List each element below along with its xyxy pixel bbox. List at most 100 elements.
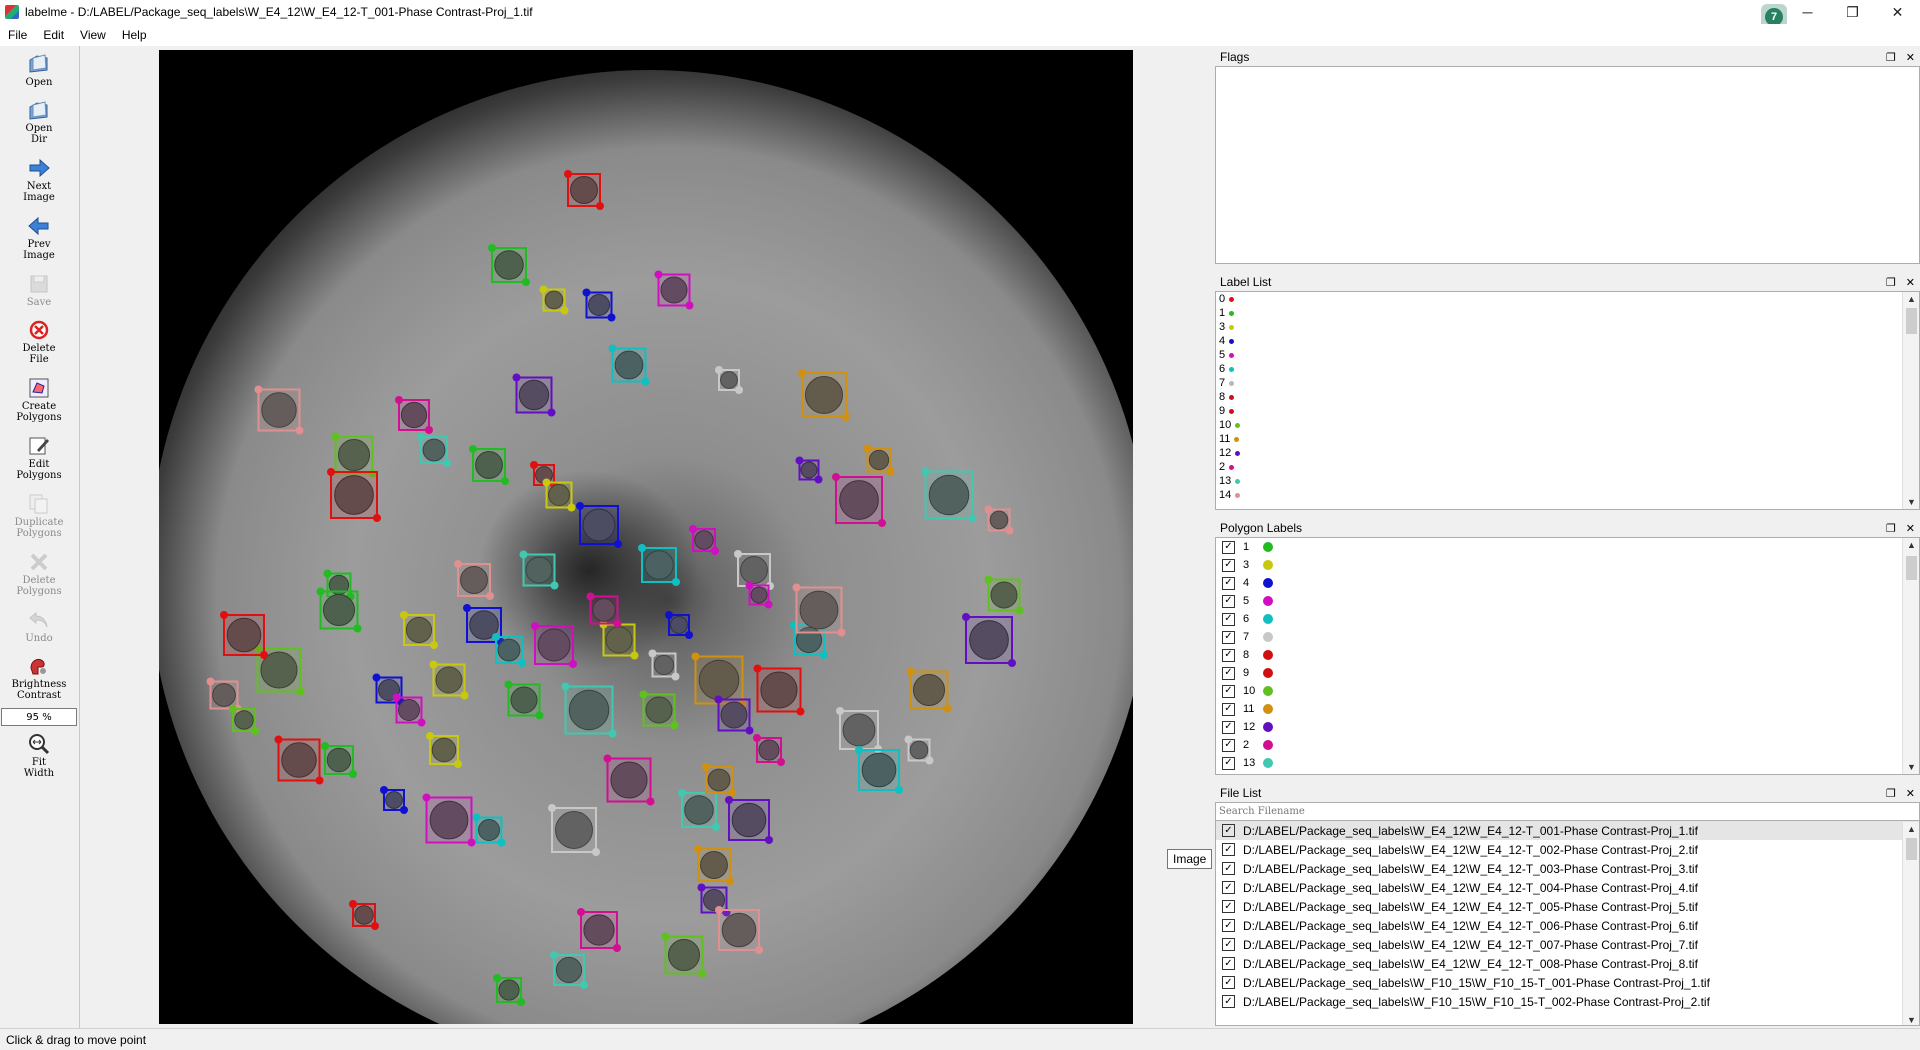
- annotation-polygon[interactable]: [425, 796, 473, 844]
- polygon-vertex[interactable]: [586, 592, 595, 601]
- polygon-vertex[interactable]: [592, 848, 600, 856]
- polygon-vertex[interactable]: [426, 732, 434, 740]
- annotation-polygon[interactable]: [611, 347, 647, 383]
- tool-open-dir[interactable]: Open Dir: [0, 92, 78, 150]
- zoom-input[interactable]: 95 %: [1, 708, 77, 726]
- annotation-polygon[interactable]: [697, 848, 731, 882]
- checkbox[interactable]: ✓: [1222, 995, 1235, 1008]
- checkbox[interactable]: ✓: [1222, 738, 1235, 752]
- annotation-polygon[interactable]: [694, 655, 744, 705]
- label-list-item[interactable]: 6: [1216, 362, 1919, 376]
- polygon-vertex[interactable]: [678, 789, 686, 797]
- polygon-vertex[interactable]: [697, 883, 706, 892]
- label-list-item[interactable]: 5: [1216, 348, 1919, 362]
- scroll-thumb[interactable]: [1906, 838, 1917, 860]
- checkbox[interactable]: ✓: [1222, 720, 1235, 734]
- polygon-vertex[interactable]: [497, 838, 506, 847]
- polygon-vertex[interactable]: [712, 823, 720, 831]
- polygon-vertex[interactable]: [349, 900, 357, 908]
- checkbox[interactable]: ✓: [1222, 938, 1235, 951]
- polygon-vertex[interactable]: [613, 619, 622, 628]
- polygon-vertex[interactable]: [373, 514, 381, 522]
- annotation-polygon[interactable]: [924, 470, 974, 520]
- polygon-vertex[interactable]: [714, 695, 723, 704]
- label-list-item[interactable]: 14: [1216, 488, 1919, 502]
- tool-edit-polygons[interactable]: Edit Polygons: [0, 428, 78, 486]
- polygon-vertex[interactable]: [685, 631, 693, 639]
- polygon-vertex[interactable]: [295, 426, 304, 435]
- polygon-vertex[interactable]: [734, 550, 742, 558]
- polygon-vertex[interactable]: [925, 756, 934, 765]
- polygon-label-item[interactable]: ✓ 3: [1216, 556, 1919, 574]
- close-icon[interactable]: ✕: [1905, 522, 1915, 535]
- tool-fit-width[interactable]: Fit Width: [0, 728, 78, 786]
- annotation-polygon[interactable]: [717, 698, 751, 732]
- polygon-list-scrollbar[interactable]: ▲ ▼: [1902, 538, 1919, 774]
- polygon-vertex[interactable]: [765, 836, 773, 844]
- polygon-vertex[interactable]: [777, 758, 785, 766]
- polygon-vertex[interactable]: [531, 622, 539, 630]
- polygon-vertex[interactable]: [671, 672, 680, 681]
- polygon-vertex[interactable]: [229, 705, 237, 713]
- annotation-polygon[interactable]: [692, 528, 716, 552]
- annotation-polygon[interactable]: [866, 447, 892, 473]
- polygon-vertex[interactable]: [371, 922, 379, 930]
- annotation-polygon[interactable]: [330, 471, 378, 519]
- annotation-polygon[interactable]: [602, 623, 636, 657]
- polygon-vertex[interactable]: [842, 413, 850, 421]
- polygon-vertex[interactable]: [814, 475, 823, 484]
- polygon-vertex[interactable]: [400, 611, 408, 619]
- annotation-polygon[interactable]: [728, 799, 770, 841]
- file-list-item[interactable]: ✓ D:/LABEL/Package_seq_labels\W_F10_15\W_…: [1216, 992, 1919, 1011]
- checkbox[interactable]: ✓: [1222, 684, 1235, 698]
- polygon-vertex[interactable]: [596, 202, 604, 210]
- polygon-vertex[interactable]: [548, 804, 556, 812]
- polygon-label-item[interactable]: ✓ 8: [1216, 646, 1919, 664]
- polygon-vertex[interactable]: [392, 693, 401, 702]
- polygon-vertex[interactable]: [795, 456, 804, 465]
- annotation-polygon[interactable]: [534, 625, 574, 665]
- polygon-vertex[interactable]: [832, 473, 840, 481]
- polygon-vertex[interactable]: [492, 633, 500, 641]
- polygon-vertex[interactable]: [254, 385, 263, 394]
- close-icon[interactable]: ✕: [1905, 51, 1915, 64]
- polygon-vertex[interactable]: [689, 525, 697, 533]
- tool-next-image[interactable]: Next Image: [0, 150, 78, 208]
- label-list-item[interactable]: 4: [1216, 334, 1919, 348]
- polygon-vertex[interactable]: [542, 478, 551, 487]
- polygon-vertex[interactable]: [493, 974, 501, 982]
- annotation-polygon[interactable]: [579, 505, 619, 545]
- polygon-vertex[interactable]: [316, 587, 325, 596]
- polygon-vertex[interactable]: [904, 735, 913, 744]
- scroll-down-icon[interactable]: ▼: [1907, 1015, 1916, 1025]
- close-icon[interactable]: ✕: [1905, 276, 1915, 289]
- polygon-vertex[interactable]: [535, 711, 544, 720]
- polygon-vertex[interactable]: [745, 581, 754, 590]
- polygon-vertex[interactable]: [685, 301, 694, 310]
- annotation-polygon[interactable]: [756, 737, 782, 763]
- tool-open[interactable]: Open: [0, 46, 78, 92]
- label-list[interactable]: 0 1 3 4 5 6 7 8 9 10 11 12 2 13 14 ▲ ▼: [1215, 291, 1920, 510]
- annotation-polygon[interactable]: [798, 459, 820, 481]
- polygon-vertex[interactable]: [380, 786, 388, 794]
- annotation-polygon[interactable]: [589, 595, 619, 625]
- label-list-scrollbar[interactable]: ▲ ▼: [1902, 292, 1919, 509]
- checkbox[interactable]: ✓: [1222, 666, 1235, 680]
- file-list-item[interactable]: ✓ D:/LABEL/Package_seq_labels\W_F10_15\W_…: [1216, 973, 1919, 992]
- checkbox[interactable]: ✓: [1222, 576, 1235, 590]
- polygon-vertex[interactable]: [519, 550, 528, 559]
- menu-edit[interactable]: Edit: [43, 28, 65, 42]
- file-list-scrollbar[interactable]: ▲ ▼: [1902, 822, 1919, 1025]
- image-canvas[interactable]: [159, 50, 1133, 1024]
- scroll-down-icon[interactable]: ▼: [1907, 497, 1916, 507]
- polygon-vertex[interactable]: [567, 503, 576, 512]
- checkbox[interactable]: ✓: [1222, 957, 1235, 970]
- label-list-item[interactable]: 11: [1216, 432, 1919, 446]
- annotation-polygon[interactable]: [748, 584, 770, 606]
- float-icon[interactable]: ❐: [1885, 522, 1896, 535]
- polygon-vertex[interactable]: [321, 742, 329, 750]
- polygon-vertex[interactable]: [274, 735, 283, 744]
- annotation-polygon[interactable]: [651, 652, 677, 678]
- annotation-polygon[interactable]: [491, 247, 527, 283]
- polygon-vertex[interactable]: [639, 690, 648, 699]
